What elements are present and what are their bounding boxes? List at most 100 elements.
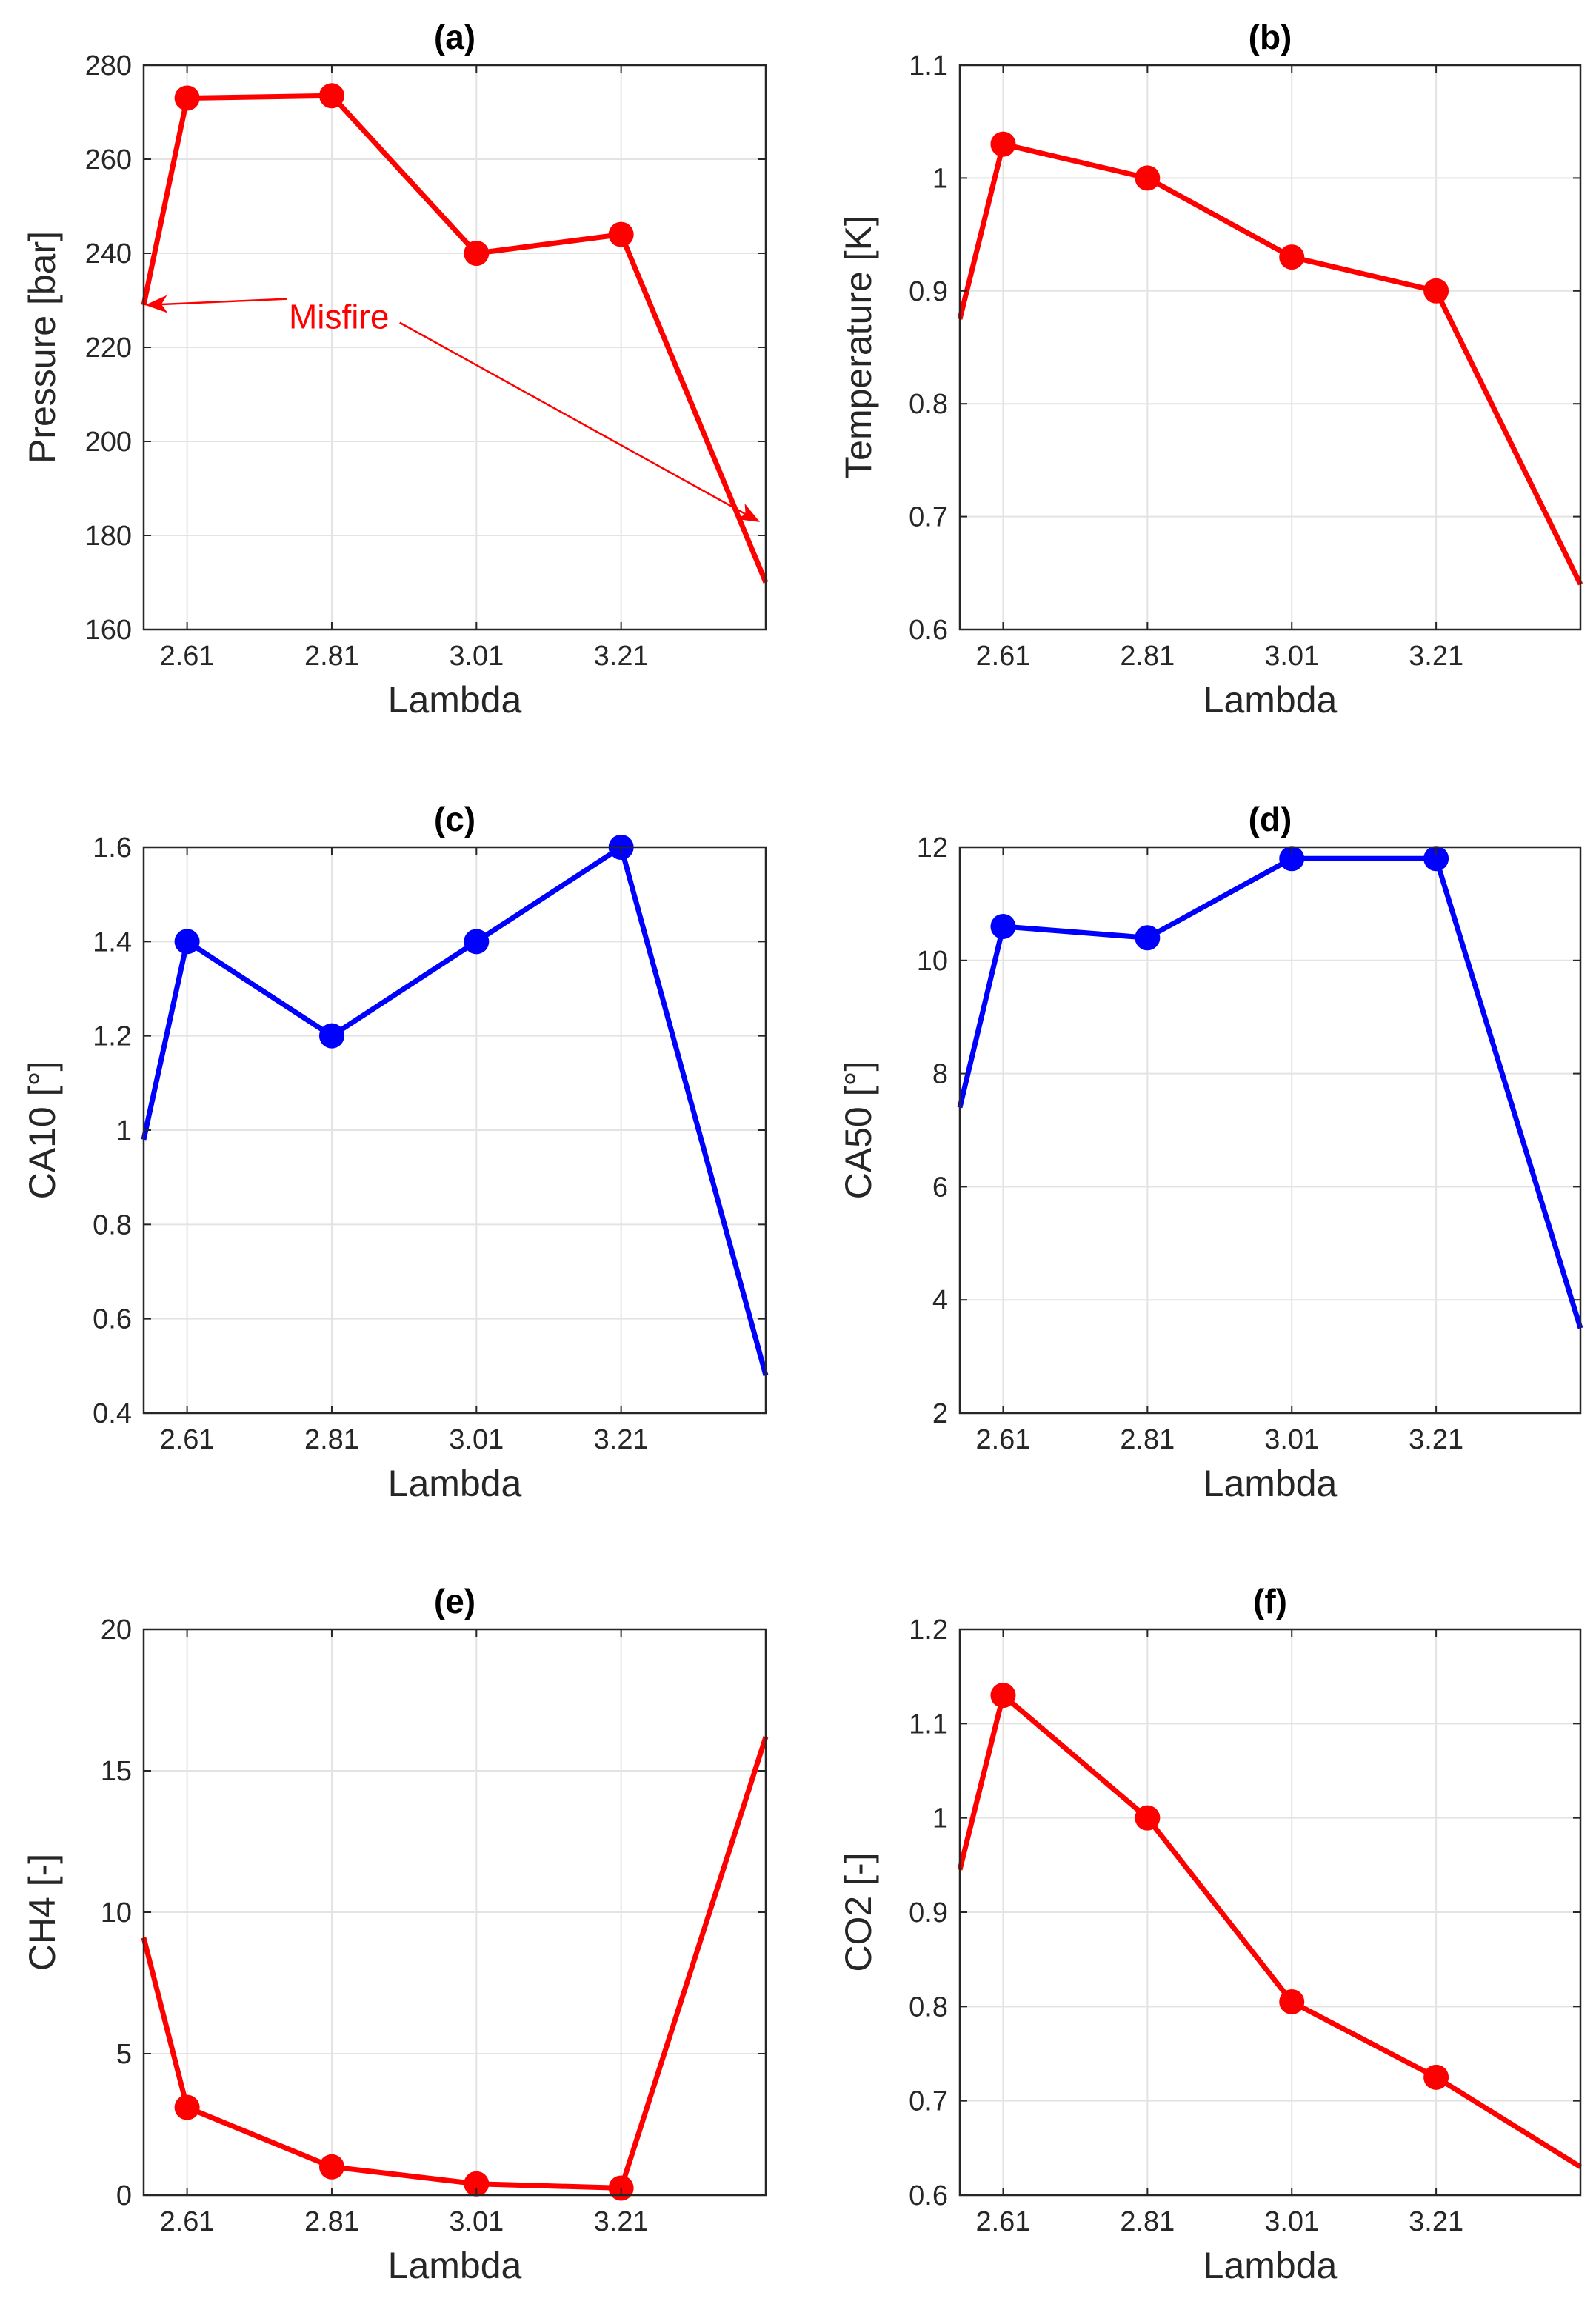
panel-title: (d) bbox=[1249, 800, 1292, 838]
x-tick-label: 2.81 bbox=[304, 2206, 359, 2237]
series-line bbox=[141, 1736, 769, 2191]
y-tick-label: 0.9 bbox=[909, 276, 948, 307]
y-axis-label: Temperature [K] bbox=[838, 216, 879, 479]
x-tick-label: 2.81 bbox=[1120, 2206, 1175, 2237]
panel-c: 2.61 2.81 3.01 3.21 0.4 0.6 0.8 1 1.2 1.4 1.6 (c) La… bbox=[21, 800, 769, 1504]
x-tick-label: 3.01 bbox=[449, 2206, 504, 2237]
x-tick-label: 3.01 bbox=[1264, 641, 1319, 672]
y-axis-label: CH4 [-] bbox=[21, 1854, 63, 1971]
panel-title: (e) bbox=[434, 1582, 475, 1620]
x-axis-label: Lambda bbox=[1203, 1463, 1338, 1504]
x-axis-label: Lambda bbox=[1203, 679, 1338, 721]
misfire-arrow bbox=[145, 295, 287, 313]
x-tick-label: 2.81 bbox=[1120, 1424, 1175, 1455]
misfire-annotation: Misfire bbox=[289, 298, 389, 336]
x-tick-label: 2.61 bbox=[160, 641, 215, 672]
series-line bbox=[957, 141, 1583, 586]
x-axis-label: Lambda bbox=[388, 679, 522, 721]
x-tick-label: 3.21 bbox=[1409, 1424, 1463, 1455]
data-point bbox=[990, 913, 1016, 939]
y-axis-label: CA50 [°] bbox=[838, 1061, 879, 1200]
x-tick-label: 2.61 bbox=[160, 2206, 215, 2237]
x-tick-label: 3.21 bbox=[1409, 2206, 1463, 2237]
y-tick-label: 0.6 bbox=[93, 1304, 132, 1335]
y-tick-label: 240 bbox=[85, 238, 132, 270]
y-axis-label: CA10 [°] bbox=[21, 1061, 63, 1200]
data-point bbox=[990, 131, 1016, 157]
y-tick-label: 15 bbox=[101, 1756, 132, 1787]
panel-f: 2.61 2.81 3.01 3.21 0.6 0.7 0.8 0.9 1 1.1 1.2 (f) La… bbox=[838, 1582, 1582, 2286]
x-tick-label: 2.61 bbox=[160, 1424, 215, 1455]
y-tick-label: 0.7 bbox=[909, 2086, 948, 2117]
y-tick-label: 1 bbox=[932, 1803, 948, 1834]
y-tick-label: 4 bbox=[932, 1285, 948, 1316]
x-tick-label: 3.01 bbox=[449, 1424, 504, 1455]
y-tick-label: 0.8 bbox=[93, 1209, 132, 1241]
y-tick-label: 5 bbox=[116, 2039, 132, 2070]
x-axis-label: Lambda bbox=[1203, 2245, 1338, 2286]
y-tick-label: 20 bbox=[101, 1615, 132, 1646]
y-tick-label: 0.4 bbox=[93, 1398, 132, 1429]
y-tick-label: 0.6 bbox=[909, 2180, 948, 2211]
data-point bbox=[1423, 846, 1449, 872]
y-tick-label: 12 bbox=[917, 832, 948, 864]
y-axis-label: Pressure [bar] bbox=[21, 231, 63, 464]
x-tick-label: 2.61 bbox=[975, 2206, 1030, 2237]
y-tick-label: 1.2 bbox=[909, 1615, 948, 1646]
y-tick-label: 1.2 bbox=[93, 1021, 132, 1052]
x-tick-label: 2.81 bbox=[1120, 641, 1175, 672]
panel-title: (c) bbox=[434, 800, 475, 838]
x-tick-label: 3.01 bbox=[1264, 2206, 1319, 2237]
y-tick-label: 0 bbox=[116, 2180, 132, 2211]
x-tick-label: 2.61 bbox=[975, 1424, 1030, 1455]
series-line bbox=[141, 844, 769, 1377]
x-axis-label: Lambda bbox=[388, 1463, 522, 1504]
y-tick-label: 10 bbox=[917, 946, 948, 977]
x-tick-label: 3.21 bbox=[1409, 641, 1463, 672]
y-axis-label: CO2 [-] bbox=[838, 1852, 879, 1971]
data-point bbox=[1423, 278, 1449, 304]
data-point bbox=[318, 1023, 344, 1049]
panel-d: 2.61 2.81 3.01 3.21 2 4 6 8 10 12 (d) Lambda CA50 [°… bbox=[838, 800, 1583, 1504]
y-tick-label: 1.1 bbox=[909, 1709, 948, 1740]
data-point bbox=[464, 929, 490, 955]
data-point bbox=[174, 929, 200, 955]
x-tick-label: 2.81 bbox=[304, 641, 359, 672]
y-tick-label: 0.8 bbox=[909, 1991, 948, 2023]
series-line bbox=[957, 855, 1583, 1329]
panel-title: (f) bbox=[1253, 1582, 1287, 1620]
data-point bbox=[174, 85, 200, 111]
y-tick-label: 180 bbox=[85, 521, 132, 552]
data-point bbox=[1279, 846, 1305, 872]
y-tick-label: 0.8 bbox=[909, 389, 948, 420]
y-tick-label: 1 bbox=[932, 163, 948, 194]
data-point bbox=[608, 221, 634, 247]
panel-e: 2.61 2.81 3.01 3.21 0 5 10 15 20 (e) Lambda CH4 [-] bbox=[21, 1582, 769, 2286]
data-point bbox=[464, 241, 490, 266]
data-point bbox=[318, 83, 344, 109]
x-tick-label: 2.61 bbox=[975, 641, 1030, 672]
axes-box bbox=[958, 846, 1582, 1415]
data-point bbox=[174, 2094, 200, 2120]
x-tick-label: 2.81 bbox=[304, 1424, 359, 1455]
data-point bbox=[990, 1683, 1016, 1709]
data-point bbox=[1279, 244, 1305, 270]
y-tick-label: 160 bbox=[85, 615, 132, 646]
x-tick-label: 3.01 bbox=[1264, 1424, 1319, 1455]
plot-area bbox=[960, 65, 1580, 630]
x-tick-label: 3.21 bbox=[594, 2206, 649, 2237]
panel-title: (b) bbox=[1249, 18, 1292, 56]
y-tick-label: 0.6 bbox=[909, 615, 948, 646]
y-tick-label: 2 bbox=[932, 1398, 948, 1429]
axes-box bbox=[958, 64, 1582, 631]
y-tick-label: 1.4 bbox=[93, 926, 132, 958]
data-point bbox=[1135, 165, 1161, 191]
y-tick-label: 200 bbox=[85, 427, 132, 458]
misfire-arrow bbox=[399, 321, 760, 523]
series-line bbox=[957, 1692, 1582, 2169]
y-tick-label: 0.9 bbox=[909, 1897, 948, 1929]
y-tick-label: 1.6 bbox=[93, 832, 132, 864]
data-point bbox=[1135, 1805, 1161, 1831]
y-tick-label: 6 bbox=[932, 1172, 948, 1203]
